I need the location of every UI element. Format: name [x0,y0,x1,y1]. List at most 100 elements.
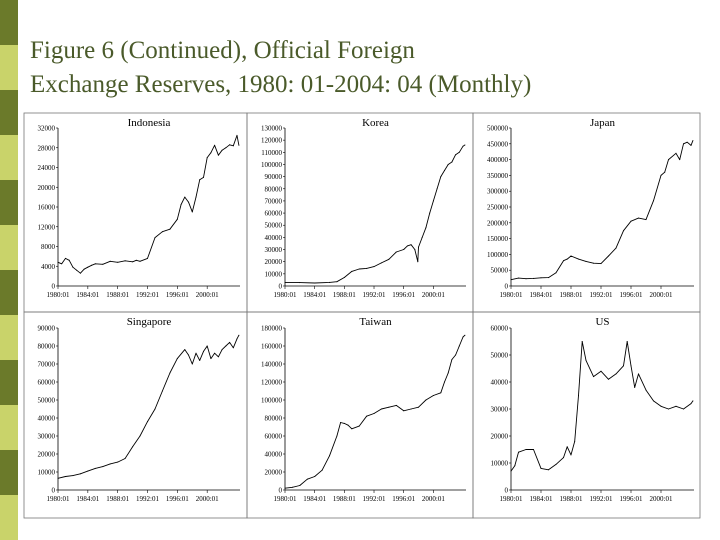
data-point [351,428,353,430]
data-point [238,334,240,336]
data-point [147,257,148,259]
data-point [366,415,368,417]
data-point [176,218,178,220]
x-tick-label: 1996:01 [392,495,415,503]
data-point [458,345,460,347]
y-tick-label: 60000 [38,379,56,387]
data-point [432,395,434,396]
y-tick-label: 140000 [261,361,283,369]
data-point [343,422,345,424]
data-point [464,144,466,146]
data-point [358,425,360,427]
data-point [447,164,449,165]
data-point [336,281,338,283]
x-tick-label: 1984:01 [303,495,326,503]
data-point [540,467,542,469]
y-tick-label: 60000 [265,433,283,441]
data-point [518,451,519,453]
data-point [195,196,197,198]
x-tick-label: 1988:01 [106,291,129,299]
data-point [169,372,171,374]
y-tick-label: 10000 [38,469,56,477]
data-point [533,277,534,279]
data-point [214,144,216,146]
data-point [135,259,137,261]
data-point [615,373,617,375]
y-tick-label: 30000 [265,246,283,254]
data-point [440,176,442,178]
series-line [57,334,240,479]
y-tick-label: 180000 [261,325,283,333]
x-tick-label: 1988:01 [560,495,583,503]
data-point [340,422,342,423]
data-point [347,424,349,426]
data-point [284,487,286,489]
data-point [102,466,104,468]
data-point [686,141,688,143]
data-point [87,266,89,268]
data-point [203,350,204,352]
y-tick-label: 40000 [491,379,509,387]
y-tick-label: 160000 [261,343,283,351]
data-point [555,272,557,274]
sidebar-block [0,0,18,45]
data-point [388,406,390,408]
chart-title: Taiwan [359,316,392,328]
x-tick-label: 1980:01 [47,291,70,299]
y-tick-label: 30000 [491,406,509,414]
data-point [206,157,208,159]
x-tick-label: 1984:01 [76,291,99,299]
data-point [161,390,163,392]
data-point [403,410,405,412]
x-tick-label: 1980:01 [500,495,523,503]
sidebar-block [0,315,18,360]
data-point [124,458,126,459]
data-point [585,260,587,262]
data-point [414,249,416,250]
data-point [299,282,301,284]
data-point [161,231,163,233]
data-point [221,349,223,351]
data-point [154,408,156,410]
data-point [417,261,419,263]
data-point [581,341,583,342]
y-tick-label: 0 [279,487,283,495]
y-tick-label: 40000 [38,415,56,423]
x-tick-label: 2000:01 [422,291,445,299]
y-tick-label: 80000 [265,415,283,423]
y-tick-label: 20000 [265,258,283,266]
data-point [373,266,375,268]
y-tick-label: 60000 [491,325,509,333]
data-point [660,174,662,176]
data-point [225,345,227,347]
data-point [436,188,438,190]
x-tick-label: 2000:01 [196,291,219,299]
data-point [395,404,397,406]
data-point [284,281,286,283]
data-point [692,400,694,402]
y-tick-label: 50000 [38,397,56,405]
data-point [563,457,564,459]
data-point [117,261,119,263]
x-tick-label: 2000:01 [196,495,219,503]
data-point [570,255,572,257]
data-point [188,354,189,356]
data-point [373,413,375,414]
data-point [188,201,189,203]
data-point [195,352,197,354]
chart-panel: Indonesia 0 4000 8000 12000 16000 20000 24000 28… [23,112,248,313]
data-point [169,228,171,230]
series-line [284,144,466,284]
y-tick-label: 80000 [265,185,283,193]
x-tick-label: 1992:01 [363,495,386,503]
y-tick-label: 0 [505,283,509,291]
data-point [462,336,464,338]
data-point [206,345,208,347]
data-point [57,477,59,479]
title-line-1: Figure 6 (Continued), Official Foreign [30,37,415,64]
y-tick-label: 10000 [265,270,283,278]
data-point [221,149,223,151]
data-point [455,354,457,356]
y-tick-label: 110000 [261,149,282,157]
